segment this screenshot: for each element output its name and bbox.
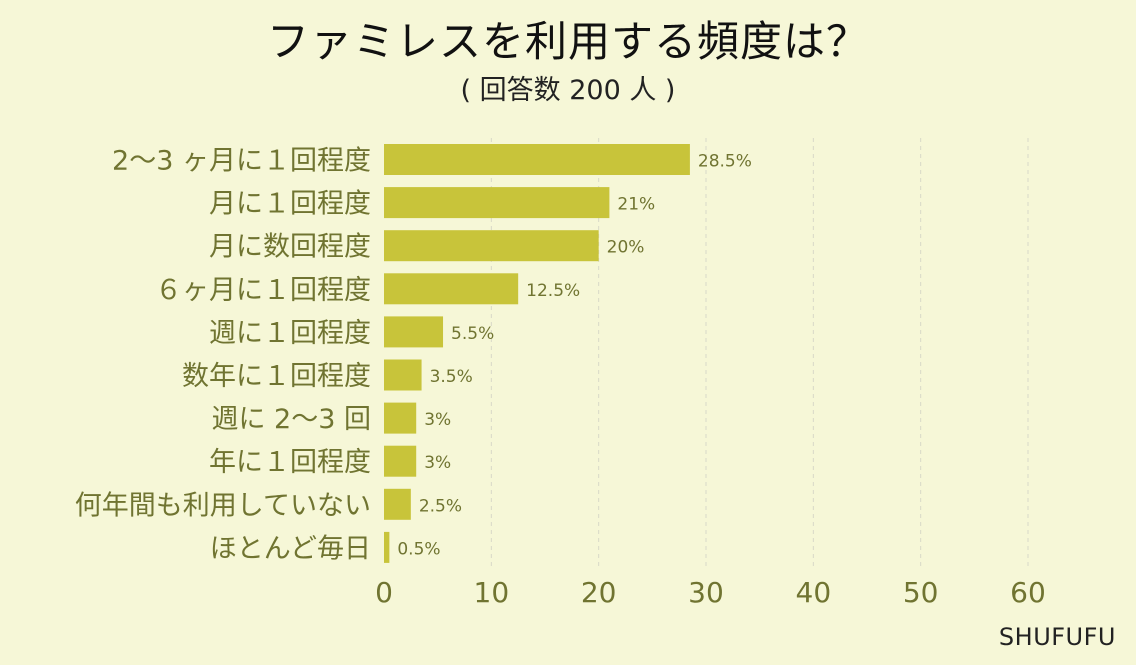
value-label: 28.5% xyxy=(698,152,752,172)
category-label: 月に数回程度 xyxy=(209,232,371,263)
bar-mark xyxy=(384,531,390,563)
value-label: 3.5% xyxy=(430,367,473,387)
value-label: 2.5% xyxy=(419,496,462,516)
bar-mark xyxy=(384,144,690,175)
chart-title: ファミレスを利用する頻度は？ xyxy=(266,17,869,66)
x-tick-label: 20 xyxy=(581,576,617,609)
category-label: 数年に１回程度 xyxy=(182,361,371,392)
bar-mark xyxy=(384,187,610,219)
x-tick-label: 50 xyxy=(903,576,939,609)
category-label: ６ヶ月に１回程度 xyxy=(155,275,371,306)
x-tick-label: 10 xyxy=(474,576,510,609)
value-label: 3% xyxy=(424,410,451,430)
value-label: 3% xyxy=(424,453,451,473)
bar-mark xyxy=(384,273,519,305)
chart-subtitle: ( 回答数 200 人 ) xyxy=(460,75,676,106)
category-label: ほとんど毎日 xyxy=(210,533,371,564)
bar-mark xyxy=(384,359,422,391)
tick-layer: 0 10 20 30 40 50 60 xyxy=(375,576,1046,609)
x-tick-label: 40 xyxy=(796,576,832,609)
category-label: 週に 2～3 回 xyxy=(211,404,371,435)
value-label: 12.5% xyxy=(526,281,580,301)
category-label: 2～3 ヶ月に１回程度 xyxy=(112,146,371,177)
category-label: 週に１回程度 xyxy=(209,318,371,349)
x-tick-label: 30 xyxy=(688,576,724,609)
value-layer: 28.5% 21% 20% 12.5% 5.5% 3.5% 3% 3% 2.5% 0.5% xyxy=(397,152,752,560)
value-label: 20% xyxy=(607,238,645,258)
value-label: 21% xyxy=(617,195,655,215)
x-tick-label: 60 xyxy=(1010,576,1046,609)
brand-logo-text: SHUFUFU xyxy=(998,623,1116,651)
category-label: 何年間も利用していない xyxy=(75,490,371,521)
bar-mark xyxy=(384,402,417,434)
bar-mark xyxy=(384,445,417,477)
value-label: 0.5% xyxy=(397,539,440,559)
category-label: 月に１回程度 xyxy=(209,189,371,220)
bar-mark xyxy=(384,316,444,348)
category-label: 年に１回程度 xyxy=(209,447,371,478)
bar-mark xyxy=(384,230,599,262)
bar-layer xyxy=(384,144,690,563)
value-label: 5.5% xyxy=(451,324,494,344)
bar-mark xyxy=(384,488,411,520)
x-tick-label: 0 xyxy=(375,576,393,609)
